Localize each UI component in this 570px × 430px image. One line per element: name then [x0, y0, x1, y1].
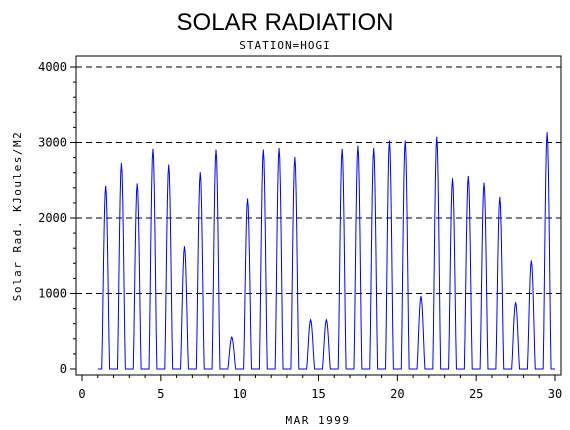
daily-peak-point: [246, 198, 249, 200]
daily-peak-point: [499, 197, 501, 199]
x-axis-label: MAR 1999: [286, 414, 351, 427]
x-tick-label: 10: [232, 387, 246, 401]
daily-peak-point: [231, 336, 233, 338]
x-tick-label: 20: [390, 387, 404, 401]
x-tick-label: 5: [157, 387, 164, 401]
daily-peak-point: [341, 148, 343, 150]
daily-peak-point: [451, 178, 454, 180]
grid-lines: [76, 66, 561, 294]
daily-peak-point: [436, 136, 438, 138]
daily-peak-point: [120, 163, 123, 165]
x-tick-label: 0: [78, 387, 85, 401]
daily-peak-point: [152, 148, 154, 150]
plot-frame: [75, 55, 562, 376]
daily-peak-point: [310, 319, 312, 321]
daily-peak-point: [105, 185, 107, 187]
y-axis-label: Solar Rad. KJoules/M2: [11, 131, 24, 302]
daily-peak-point: [325, 319, 327, 321]
y-tick-label: 3000: [38, 136, 67, 150]
chart-subtitle: STATION=HOGI: [239, 39, 330, 52]
daily-peak-point: [278, 147, 280, 150]
daily-peak-point: [514, 301, 517, 304]
y-tick-label: 4000: [38, 60, 67, 74]
y-tick-label: 0: [60, 362, 67, 376]
daily-peak-point: [215, 149, 217, 151]
daily-peak-point: [168, 164, 170, 166]
daily-peak-point: [136, 183, 138, 185]
daily-peak-point: [294, 157, 296, 159]
daily-peak-point: [483, 182, 485, 184]
x-tick-label: 25: [469, 387, 483, 401]
daily-peak-point: [530, 260, 532, 262]
daily-peak-point: [183, 246, 186, 248]
chart-title: SOLAR RADIATION: [177, 9, 394, 36]
series-group: [97, 132, 555, 370]
daily-peak-point: [467, 175, 469, 178]
daily-peak-point: [373, 147, 375, 150]
x-axis: 0 5 10 15 20 25 30: [78, 375, 562, 401]
daily-peak-point: [420, 295, 422, 298]
solar-radiation-line: [97, 132, 555, 370]
daily-peak-point: [357, 145, 359, 147]
y-tick-label: 2000: [38, 211, 67, 225]
daily-peak-point: [199, 172, 201, 174]
x-tick-label: 30: [548, 387, 562, 401]
daily-peak-point: [404, 140, 406, 142]
x-tick-label: 15: [311, 387, 325, 401]
daily-peak-point: [262, 149, 264, 151]
daily-peak-point: [388, 140, 391, 142]
y-tick-label: 1000: [38, 287, 67, 301]
daily-peak-point: [546, 132, 548, 134]
y-axis: 0 1000 2000 3000 4000: [38, 60, 76, 376]
